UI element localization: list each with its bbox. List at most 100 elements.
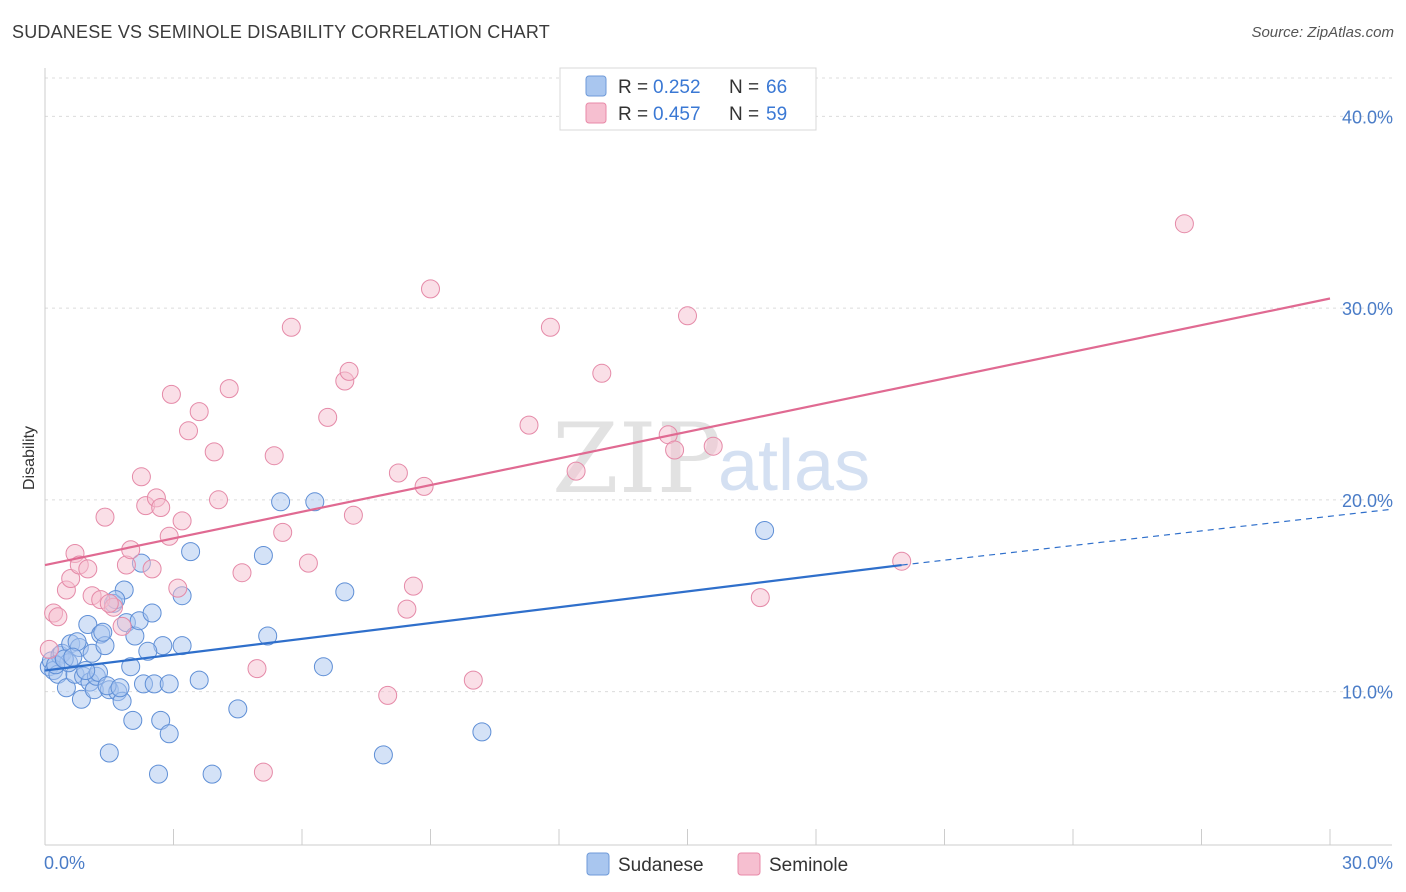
watermark-atlas: atlas [718, 426, 870, 506]
data-point-sudanese [159, 674, 179, 694]
data-point-sudanese [151, 710, 171, 730]
data-point-seminole [519, 415, 539, 435]
data-point-sudanese [138, 641, 158, 661]
data-point-seminole [281, 317, 301, 337]
data-point-seminole [388, 463, 408, 483]
data-point-sudanese [373, 745, 393, 765]
data-point-seminole [168, 578, 188, 598]
data-point-seminole [318, 407, 338, 427]
y-tick-label: 30.0% [1342, 299, 1393, 319]
data-point-seminole [253, 762, 273, 782]
data-point-seminole [95, 507, 115, 527]
y-axis-title: Disability [21, 426, 38, 490]
data-point-seminole [592, 363, 612, 383]
y-tick-label: 40.0% [1342, 107, 1393, 127]
data-point-seminole [892, 551, 912, 571]
bottom-legend-label-sudanese: Sudanese [618, 855, 704, 876]
bottom-legend-label-seminole: Seminole [769, 855, 848, 876]
watermark-zip: ZIP [552, 403, 721, 515]
legend-swatch-sudanese [585, 75, 607, 97]
data-point-seminole [343, 505, 363, 525]
data-point-seminole [159, 526, 179, 546]
data-point-seminole [39, 639, 59, 659]
data-point-seminole [78, 559, 98, 579]
data-point-sudanese [271, 492, 291, 512]
data-point-sudanese [305, 492, 325, 512]
data-point-seminole [179, 421, 198, 441]
data-point-sudanese [159, 724, 179, 744]
chart-title: SUDANESE VS SEMINOLE DISABILITY CORRELAT… [12, 22, 550, 42]
data-point-sudanese [149, 764, 168, 784]
legend-n-value-2: 59 [766, 104, 787, 125]
data-point-seminole [566, 461, 586, 481]
legend-n-label-1: N = [729, 77, 759, 98]
legend-r-value-1: 0.252 [653, 77, 701, 98]
data-point-seminole [247, 659, 267, 679]
legend-n-value-1: 66 [766, 77, 787, 98]
data-point-sudanese [142, 603, 162, 623]
data-point-seminole [131, 467, 151, 487]
legend: R = 0.252 N = 66 R = 0.457 N = 59 [559, 67, 817, 131]
data-point-sudanese [472, 722, 492, 742]
legend-swatch-seminole [585, 102, 607, 124]
data-point-seminole [339, 361, 359, 381]
data-point-seminole [219, 379, 239, 399]
data-point-seminole [264, 446, 284, 466]
x-tick-label: 0.0% [44, 853, 85, 873]
data-point-seminole [540, 317, 560, 337]
data-point-seminole [403, 576, 423, 596]
trend-line-extension-sudanese [901, 508, 1391, 566]
data-point-seminole [1174, 214, 1194, 234]
data-point-sudanese [93, 622, 113, 642]
legend-r-value-2: 0.457 [653, 104, 701, 125]
y-tick-labels: 10.0% 20.0% 30.0% 40.0% [1342, 107, 1393, 702]
data-point-seminole [703, 436, 723, 456]
data-point-seminole [378, 685, 398, 705]
x-tick-label: 30.0% [1342, 853, 1393, 873]
data-point-sudanese [228, 699, 248, 719]
bottom-legend: Sudanese Seminole [586, 852, 848, 876]
data-point-sudanese [335, 582, 355, 602]
data-point-seminole [151, 498, 171, 517]
data-point-sudanese [121, 657, 141, 677]
data-point-sudanese [110, 678, 130, 698]
data-point-sudanese [123, 710, 143, 730]
data-point-seminole [112, 616, 132, 636]
trend-line-seminole [44, 297, 1331, 567]
data-point-sudanese [78, 615, 98, 634]
data-point-seminole [61, 569, 81, 588]
data-point-seminole [665, 440, 685, 460]
data-point-seminole [121, 540, 141, 560]
data-point-seminole [161, 384, 181, 404]
bottom-legend-swatch-seminole [737, 852, 761, 876]
data-point-seminole [678, 306, 697, 326]
legend-r-label-2: R = [618, 104, 648, 125]
data-point-sudanese [202, 764, 222, 784]
data-point-seminole [232, 563, 252, 583]
data-point-sudanese [71, 689, 91, 709]
data-point-sudanese [755, 521, 775, 540]
bottom-legend-swatch-sudanese [586, 852, 610, 876]
y-tick-label: 10.0% [1342, 683, 1393, 703]
source-credit: Source: ZipAtlas.com [1251, 24, 1394, 41]
data-point-sudanese [56, 678, 76, 698]
legend-r-label-1: R = [618, 77, 648, 98]
x-tick-labels: 0.0% 30.0% [44, 853, 1393, 873]
data-point-seminole [750, 588, 770, 608]
data-point-seminole [99, 593, 119, 613]
trend-line-sudanese [44, 563, 902, 672]
data-point-sudanese [253, 546, 273, 565]
data-point-sudanese [99, 743, 119, 763]
data-point-sudanese [313, 657, 333, 677]
data-point-seminole [189, 402, 209, 422]
data-point-sudanese [63, 647, 83, 667]
legend-n-label-2: N = [729, 104, 759, 125]
trend-lines [44, 297, 1391, 672]
data-point-seminole [142, 559, 162, 579]
scatter-points [39, 214, 1194, 784]
grid-lines [45, 77, 1392, 693]
data-point-seminole [463, 670, 483, 690]
data-point-seminole [209, 490, 228, 510]
data-point-seminole [172, 511, 192, 531]
